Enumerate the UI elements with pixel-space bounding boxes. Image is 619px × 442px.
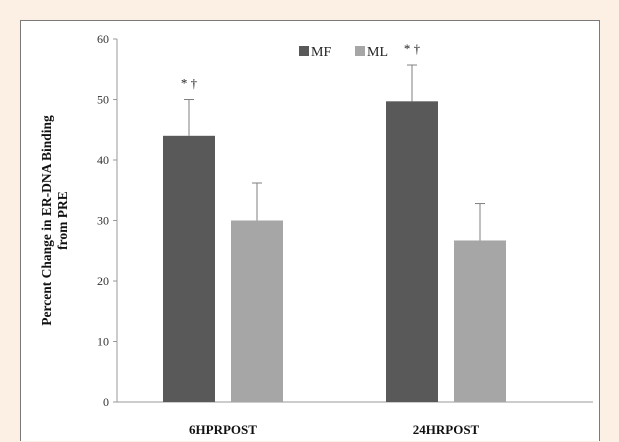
y-tick-label: 50: [97, 93, 109, 107]
error-bars: [184, 64, 485, 241]
y-axis-title-line1: Percent Change in ER-DNA Binding: [39, 115, 54, 326]
bar-chart: 0 10 20 30 40 50 60 * † * † 6HPRPOST 24HRPOST MF…: [39, 32, 593, 437]
bars: [163, 101, 506, 403]
bar-ml-6hprpost: [231, 220, 283, 402]
y-tick-label: 60: [97, 32, 109, 46]
significance-marker: * †: [181, 76, 198, 91]
legend-label-ml: ML: [367, 45, 388, 60]
legend-label-mf: MF: [311, 45, 331, 60]
y-axis-title: Percent Change in ER-DNA Bindingfrom PRE: [39, 115, 70, 326]
y-tick-label: 10: [97, 335, 109, 349]
y-tick-label: 20: [97, 274, 109, 288]
category-label-6hprpost: 6HPRPOST: [189, 422, 257, 437]
y-tick-label: 30: [97, 214, 109, 228]
significance-annotations: * † * †: [181, 41, 421, 90]
x-axis-categories: 6HPRPOST 24HRPOST: [189, 422, 480, 437]
y-axis-title-line2: from PRE: [55, 191, 70, 250]
y-tick-label: 0: [103, 395, 109, 409]
bar-ml-24hrpost: [454, 240, 506, 402]
chart-frame: 0 10 20 30 40 50 60 * † * † 6HPRPOST 24HRPOST MF…: [20, 20, 600, 441]
legend: MF ML: [299, 45, 388, 60]
legend-swatch-ml: [355, 46, 365, 56]
bar-mf-24hrpost: [386, 101, 438, 402]
category-label-24hrpost: 24HRPOST: [413, 422, 480, 437]
significance-marker: * †: [404, 41, 421, 56]
legend-swatch-mf: [299, 46, 309, 56]
bar-mf-6hprpost: [163, 135, 215, 403]
y-tick-label: 40: [97, 153, 109, 167]
